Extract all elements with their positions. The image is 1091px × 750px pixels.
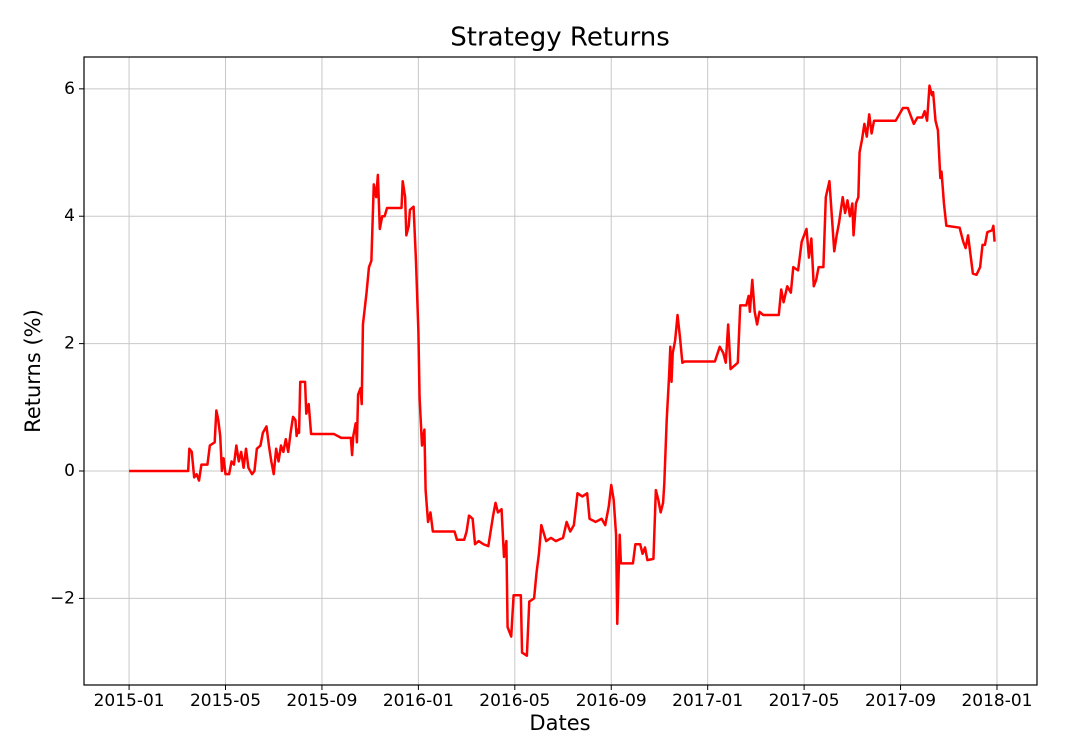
x-tick-label: 2016-01: [383, 691, 454, 711]
x-tick-label: 2015-01: [94, 691, 165, 711]
y-tick-label: 2: [64, 334, 75, 354]
x-tick-label: 2018-01: [961, 691, 1032, 711]
x-tick-label: 2015-09: [286, 691, 357, 711]
line: [129, 84, 996, 657]
y-tick-label: 0: [64, 461, 75, 481]
x-tick-label: 2016-05: [479, 691, 550, 711]
x-tick-label: 2017-09: [865, 691, 936, 711]
y-axis-label: Returns (%): [21, 309, 45, 433]
chart-title: Strategy Returns: [450, 23, 670, 53]
x-axis-label: Dates: [529, 711, 590, 735]
y-tick-label: 6: [64, 79, 75, 99]
y-tick-label: 4: [64, 206, 75, 226]
x-tick-label: 2016-09: [576, 691, 647, 711]
y-tick-label: −2: [50, 588, 75, 608]
plot-frame: [83, 56, 1038, 686]
x-tick-label: 2017-05: [769, 691, 840, 711]
x-tick-label: 2017-01: [672, 691, 743, 711]
x-tick-label: 2015-05: [190, 691, 261, 711]
